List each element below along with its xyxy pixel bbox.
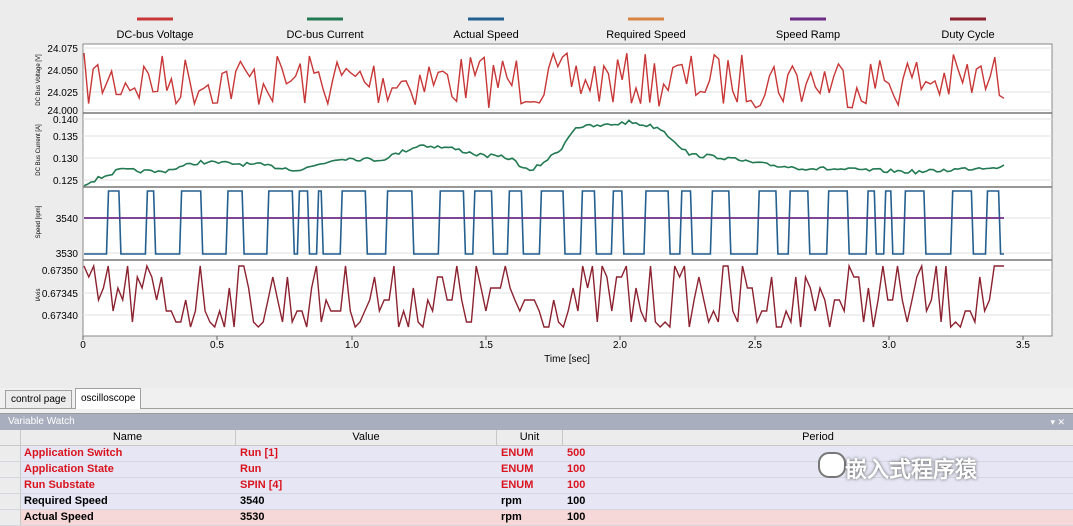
legend-label: Required Speed	[606, 29, 686, 41]
table-row[interactable]: Application Switch Run [1] ENUM 500	[0, 446, 1073, 462]
cell-unit: rpm	[501, 495, 522, 507]
tab-bar: control page oscilloscope	[0, 388, 1073, 409]
y-tick-label: 0.140	[53, 115, 78, 126]
column-header-period[interactable]: Period	[563, 430, 1073, 445]
y-tick-label: 0.67350	[42, 266, 79, 277]
series-actual-speed	[84, 190, 1004, 255]
cell-value[interactable]: Run	[240, 463, 262, 475]
y-axis-label: Speed [rpm]	[36, 205, 42, 238]
cell-value[interactable]: SPIN [4]	[240, 479, 283, 491]
y-tick-label: 0.125	[53, 176, 78, 187]
legend-label: Speed Ramp	[776, 29, 840, 41]
y-tick-label: 0.67340	[42, 311, 79, 322]
y-tick-label: 3530	[56, 249, 79, 260]
y-tick-label: 24.025	[47, 88, 78, 99]
cell-unit: ENUM	[501, 479, 534, 491]
cell-unit: rpm	[501, 511, 522, 523]
legend-label: DC-bus Voltage	[116, 29, 193, 41]
panel-title: Variable Watch	[8, 416, 75, 427]
series-duty-cycle	[83, 263, 1004, 329]
row-header	[0, 478, 21, 493]
cell-period: 500	[567, 447, 586, 459]
oscilloscope-chart: DC-bus Voltage DC-bus Current Actual Speed…	[36, 17, 1053, 365]
tab-control-page[interactable]: control page	[5, 390, 73, 408]
x-tick-label: 2.0	[613, 340, 627, 351]
row-header	[0, 462, 21, 477]
table-row[interactable]: Run Substate SPIN [4] ENUM 100	[0, 478, 1073, 494]
cell-value[interactable]: 3540	[240, 495, 265, 507]
cell-period: 100	[567, 495, 586, 507]
y-tick-label: 3540	[56, 214, 79, 225]
row-header	[0, 446, 21, 461]
column-header-name[interactable]: Name	[20, 430, 236, 445]
y-tick-label: 0.130	[53, 154, 78, 165]
row-header	[0, 510, 21, 525]
y-axis-label: IAxis	[36, 288, 42, 301]
cell-period: 100	[567, 463, 586, 475]
legend-label: DC-bus Current	[286, 29, 363, 41]
plot-area	[82, 43, 1053, 337]
cell-value[interactable]: 3530	[240, 511, 265, 523]
cell-period: 100	[567, 511, 586, 523]
table-row[interactable]: Actual Speed 3530 rpm 100	[0, 510, 1073, 526]
x-tick-label: 0	[80, 340, 86, 351]
row-header-corner	[0, 430, 21, 445]
cell-name: Application State	[24, 463, 114, 475]
cell-name: Actual Speed	[24, 511, 94, 523]
y-tick-label: 0.67345	[42, 289, 79, 300]
y-tick-label: 24.050	[47, 66, 78, 77]
y-tick-label: 24.000	[47, 106, 78, 117]
variable-watch-title: Variable Watch ▾ ✕	[0, 414, 1073, 430]
grid-header: Name Value Unit Period	[0, 430, 1073, 446]
legend-label: Duty Cycle	[941, 29, 994, 41]
cell-period: 100	[567, 479, 586, 491]
y-axis-label: DC Bus Current [A]	[36, 124, 42, 176]
cell-value[interactable]: Run [1]	[240, 447, 278, 459]
cell-name: Required Speed	[24, 495, 108, 507]
x-tick-label: 1.5	[479, 340, 493, 351]
column-header-unit[interactable]: Unit	[497, 430, 563, 445]
cell-unit: ENUM	[501, 447, 534, 459]
table-row[interactable]: Required Speed 3540 rpm 100	[0, 494, 1073, 510]
cell-name: Run Substate	[24, 479, 95, 491]
legend-label: Actual Speed	[453, 29, 518, 41]
column-header-value[interactable]: Value	[236, 430, 497, 445]
y-tick-label: 24.075	[47, 44, 78, 55]
cell-unit: ENUM	[501, 463, 534, 475]
x-tick-label: 3.5	[1016, 340, 1030, 351]
series-dc-bus-current	[83, 119, 1005, 187]
watermark: 嵌入式程序猿	[845, 457, 978, 482]
x-tick-label: 2.5	[748, 340, 762, 351]
cell-name: Application Switch	[24, 447, 123, 459]
x-tick-label: 3.0	[882, 340, 896, 351]
tab-oscilloscope[interactable]: oscilloscope	[75, 388, 142, 409]
y-tick-label: 0.135	[53, 132, 78, 143]
panel-pin-close-icon[interactable]: ▾ ✕	[1050, 417, 1065, 427]
series-dc-bus-voltage	[83, 51, 1005, 109]
x-axis-label: Time [sec]	[544, 354, 590, 365]
wechat-icon	[818, 452, 846, 478]
x-tick-label: 1.0	[345, 340, 359, 351]
x-tick-label: 0.5	[210, 340, 224, 351]
row-header	[0, 494, 21, 509]
table-row[interactable]: Application State Run ENUM 100	[0, 462, 1073, 478]
oscilloscope-panel: DC-bus Voltage DC-bus Current Actual Speed…	[0, 17, 1073, 389]
y-axis-label: DC Bus Voltage [V]	[36, 54, 42, 106]
